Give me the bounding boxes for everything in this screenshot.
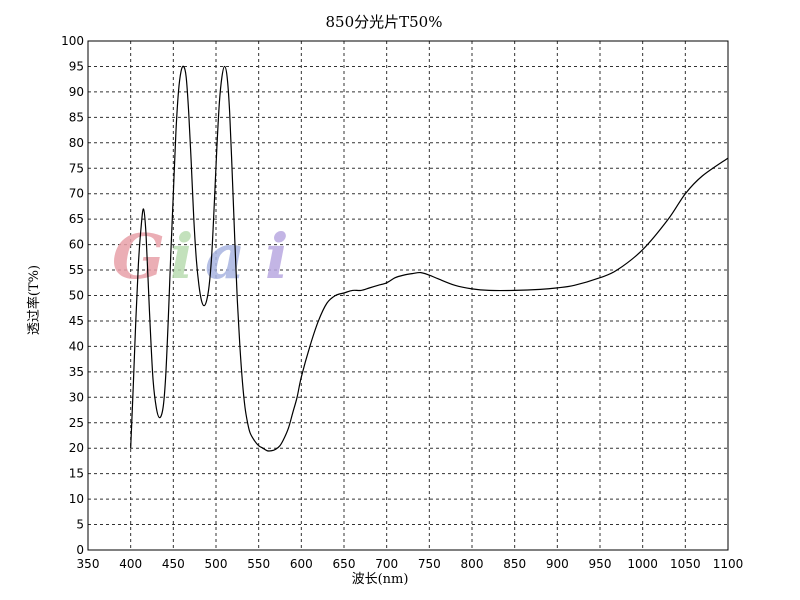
y-tick-label-40: 40	[69, 339, 84, 353]
y-tick-label-10: 10	[69, 492, 84, 506]
y-tick-label-5: 5	[76, 518, 84, 532]
x-tick-label-1000: 1000	[627, 557, 658, 571]
x-tick-label-650: 650	[333, 557, 356, 571]
plot-frame	[87, 40, 729, 551]
x-tick-labels: 350 400 450 500 550 600 650 700 750 800 850 900 950 1…	[77, 557, 744, 571]
x-tick-label-850: 850	[503, 557, 526, 571]
x-tick-label-1100: 1100	[713, 557, 744, 571]
x-tick-label-600: 600	[290, 557, 313, 571]
watermark-letter-i-1: i	[170, 220, 194, 293]
x-tick-label-500: 500	[205, 557, 228, 571]
x-tick-label-1050: 1050	[670, 557, 701, 571]
series-line-transmittance	[130, 65, 729, 452]
x-axis-label: 波长(nm)	[352, 572, 409, 587]
y-tick-label-85: 85	[69, 110, 84, 124]
y-axis-label: 透过率(T%)	[26, 265, 42, 335]
y-tick-label-80: 80	[69, 136, 84, 150]
y-tick-label-50: 50	[69, 289, 84, 303]
watermark-logo: G i a i	[112, 220, 289, 293]
x-tick-label-550: 550	[247, 557, 270, 571]
y-tick-label-90: 90	[69, 85, 84, 99]
x-tick-label-450: 450	[162, 557, 185, 571]
y-tick-label-70: 70	[69, 187, 84, 201]
y-tick-label-30: 30	[69, 390, 84, 404]
y-tick-label-25: 25	[69, 416, 84, 430]
y-tick-labels: 0 5 10 15 20 25 30 35 40 45 50 55 60 65 70 75 80 85 90 95 10…	[61, 34, 84, 557]
x-tick-label-950: 950	[589, 557, 612, 571]
y-tick-label-45: 45	[69, 314, 84, 328]
y-tick-label-65: 65	[69, 212, 84, 226]
y-tick-label-15: 15	[69, 467, 84, 481]
y-tick-label-60: 60	[69, 238, 84, 252]
watermark-letter-i-2: i	[265, 220, 289, 293]
x-tick-label-700: 700	[375, 557, 398, 571]
chart-title: 850分光片T50%	[326, 13, 443, 31]
y-tick-label-95: 95	[69, 59, 84, 73]
x-tick-label-400: 400	[119, 557, 142, 571]
y-tick-label-100: 100	[61, 34, 84, 48]
x-tick-label-900: 900	[546, 557, 569, 571]
y-tick-label-0: 0	[76, 543, 84, 557]
y-tick-label-55: 55	[69, 263, 84, 277]
y-tick-label-20: 20	[69, 441, 84, 455]
x-tick-label-800: 800	[461, 557, 484, 571]
grid-lines	[88, 41, 728, 550]
y-tick-label-75: 75	[69, 161, 84, 175]
x-tick-label-350: 350	[77, 557, 100, 571]
x-tick-label-750: 750	[418, 557, 441, 571]
y-tick-label-35: 35	[69, 365, 84, 379]
